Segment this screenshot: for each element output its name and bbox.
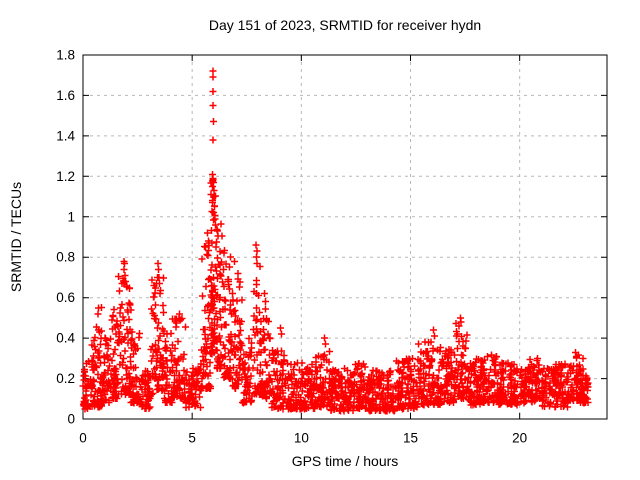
x-tick-label: 20 <box>512 431 527 446</box>
y-tick-label: 1.8 <box>56 48 75 63</box>
y-tick-label: 1.2 <box>56 169 75 184</box>
y-tick-label: 0.6 <box>56 290 75 305</box>
y-tick-label: 0.8 <box>56 250 75 265</box>
x-tick-label: 10 <box>294 431 309 446</box>
y-tick-label: 0.2 <box>56 371 75 386</box>
y-tick-label: 0.4 <box>56 331 75 346</box>
y-tick-label: 0 <box>67 412 75 427</box>
y-tick-label: 1.6 <box>56 88 75 103</box>
x-tick-label: 15 <box>403 431 418 446</box>
y-tick-label: 1 <box>67 209 75 224</box>
plot-frame <box>82 54 608 420</box>
y-tick-label: 1.4 <box>56 128 75 143</box>
x-tick-label: 5 <box>188 431 196 446</box>
x-axis-label: GPS time / hours <box>291 453 399 469</box>
data-points <box>79 67 592 415</box>
x-tick-label: 0 <box>79 431 87 446</box>
chart-title: Day 151 of 2023, SRMTID for receiver hyd… <box>208 17 482 33</box>
